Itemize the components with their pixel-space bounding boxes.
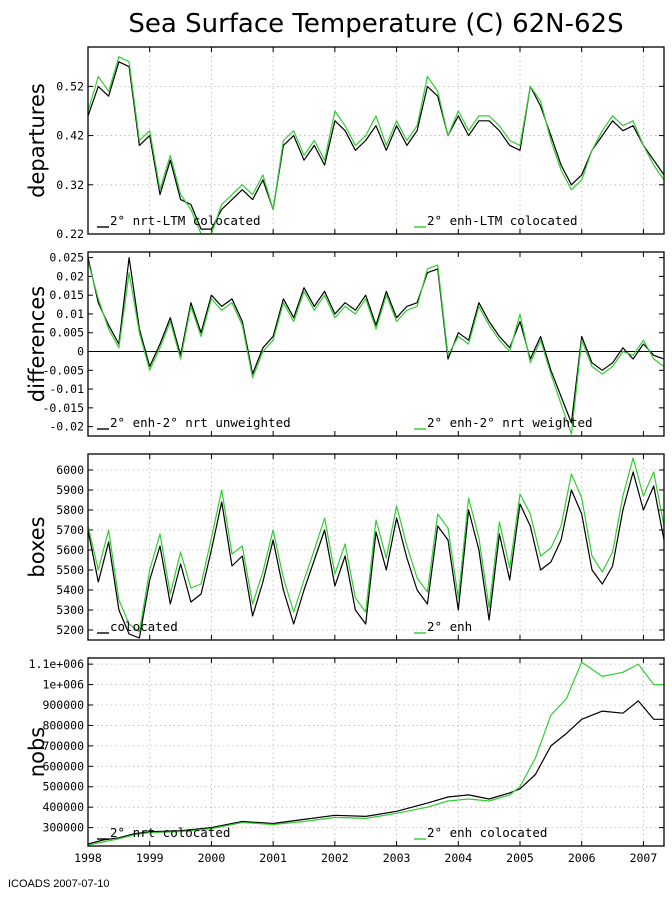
- y-axis-label: differences: [25, 286, 49, 402]
- y-tick-label: 0.32: [56, 178, 84, 192]
- y-tick-label: 0: [77, 345, 84, 359]
- x-tick-label: 2000: [198, 851, 226, 865]
- series-line: [87, 457, 665, 633]
- footer-note: ICOADS 2007-07-10: [8, 878, 110, 890]
- legend-entry: 2° enh-LTM colocated: [427, 213, 578, 228]
- y-tick-label: 0.02: [56, 269, 84, 283]
- x-tick-label: 1998: [74, 851, 102, 865]
- y-tick-label: 5800: [56, 503, 84, 517]
- y-tick-label: 5900: [56, 483, 84, 497]
- x-tick-label: 2006: [568, 851, 596, 865]
- y-tick-label: 5500: [56, 563, 84, 577]
- y-tick-label: -0.015: [42, 401, 84, 415]
- panel-frame: [87, 453, 665, 641]
- legend-entry: 2° nrt-LTM colocated: [110, 213, 261, 228]
- y-tick-label: 600000: [42, 759, 84, 773]
- x-tick-label: 2001: [259, 851, 287, 865]
- y-tick-label: 400000: [42, 800, 84, 814]
- legend-entry: 2° enh-2° nrt unweighted: [110, 415, 291, 430]
- y-tick-label: 0.52: [56, 79, 84, 93]
- y-tick-label: -0.02: [49, 420, 84, 434]
- y-axis-label: boxes: [25, 516, 49, 577]
- panel-frame: [87, 251, 665, 437]
- panel-boxes: 5200 5300 5400 5500 5600 5700 5800 5900 6000 boxe…: [25, 453, 665, 641]
- x-axis: 1998 1999 2000 2001 2002 2003 2004 2005 2006 2007: [74, 851, 657, 865]
- panel-departures: 0.22 0.32 0.42 0.52 departures 2° nrt-LTM col…: [25, 46, 665, 241]
- y-tick-label: 6000: [56, 463, 84, 477]
- x-tick-label: 2003: [383, 851, 411, 865]
- y-tick-label: -0.005: [42, 363, 84, 377]
- y-axis-label: nobs: [25, 727, 49, 777]
- y-tick-label: 0.025: [49, 251, 84, 265]
- series-line: [87, 61, 665, 230]
- y-tick-label: 0.015: [49, 288, 84, 302]
- series-line: [87, 261, 665, 435]
- series-line: [87, 257, 665, 424]
- legend-entry: 2° nrt colocated: [110, 825, 230, 840]
- series-line: [87, 471, 665, 639]
- y-tick-label: 500000: [42, 780, 84, 794]
- y-tick-label: 5700: [56, 523, 84, 537]
- y-tick-label: 300000: [42, 821, 84, 835]
- y-tick-label: 1.1e+006: [29, 657, 84, 671]
- panel-nobs: 300000 400000 500000 600000 700000 800000 9000…: [25, 657, 665, 847]
- legend-entry: 2° enh: [427, 619, 472, 634]
- y-tick-label: -0.01: [49, 382, 84, 396]
- y-tick-label: 0.01: [56, 307, 84, 321]
- legend-entry: 2° enh colocated: [427, 825, 547, 840]
- panel-frame: [87, 46, 665, 235]
- y-tick-label: 800000: [42, 718, 84, 732]
- series-line: [87, 700, 664, 845]
- y-axis-label: departures: [25, 83, 49, 198]
- x-tick-label: 2004: [444, 851, 472, 865]
- y-tick-label: 0.22: [56, 227, 84, 241]
- y-tick-label: 5300: [56, 603, 84, 617]
- series-line: [87, 661, 664, 846]
- y-tick-label: 0.005: [49, 326, 84, 340]
- panel-differences: -0.02 -0.015 -0.01 -0.005 0 0.005 0.01 0.015 0.0…: [25, 251, 665, 437]
- x-tick-label: 1999: [136, 851, 164, 865]
- series-line: [87, 56, 665, 235]
- y-tick-label: 700000: [42, 739, 84, 753]
- x-tick-label: 2007: [630, 851, 658, 865]
- y-tick-label: 5200: [56, 623, 84, 637]
- y-tick-label: 0.42: [56, 129, 84, 143]
- panels: 0.22 0.32 0.42 0.52 departures 2° nrt-LTM col…: [25, 46, 665, 847]
- y-tick-label: 900000: [42, 698, 84, 712]
- y-tick-label: 1e+006: [42, 678, 84, 692]
- x-tick-label: 2002: [321, 851, 349, 865]
- y-tick-label: 5600: [56, 543, 84, 557]
- legend-entry: 2° enh-2° nrt weighted: [427, 415, 593, 430]
- legend-entry: colocated: [110, 619, 178, 634]
- panel-frame: [87, 657, 665, 847]
- chart-title: Sea Surface Temperature (C) 62N-62S: [128, 9, 623, 39]
- y-tick-label: 5400: [56, 583, 84, 597]
- x-tick-label: 2005: [506, 851, 534, 865]
